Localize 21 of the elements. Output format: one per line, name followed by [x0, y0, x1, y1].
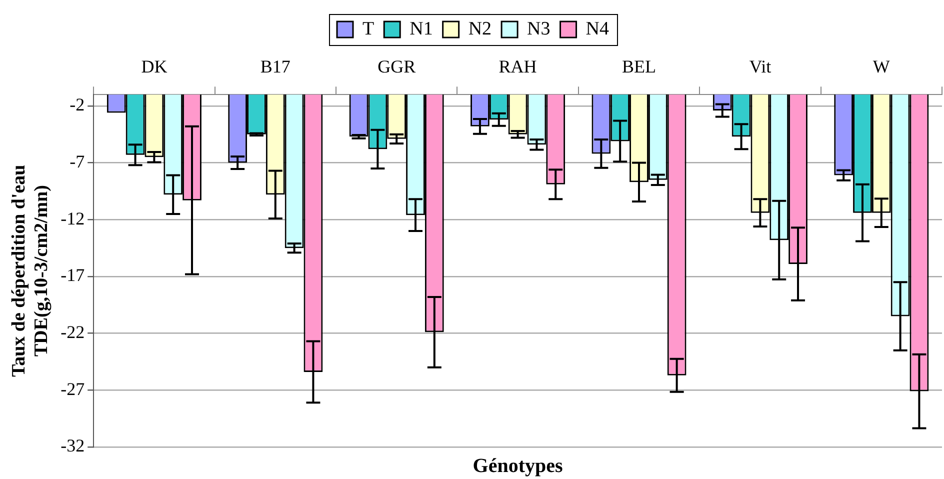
legend-label: N3: [527, 18, 550, 40]
legend-label: N1: [410, 18, 433, 40]
y-tick-label: -32: [60, 436, 85, 456]
legend-label: T: [362, 18, 375, 40]
x-axis-title: Génotypes: [472, 455, 564, 478]
y-tick-label: -2: [70, 94, 85, 115]
legend-label: N2: [468, 18, 492, 40]
y-tick-label: -22: [60, 322, 85, 342]
y-tick-label: -27: [60, 378, 85, 399]
y-axis-title: Taux de déperdition d'eau TDE(g,10-3/cm2/mn): [8, 164, 52, 377]
x-tick-label: BEL: [622, 56, 656, 77]
x-tick-label: DK: [141, 56, 168, 77]
y-tick-label: -12: [60, 208, 85, 228]
x-tick-label: W: [872, 56, 890, 77]
x-tick-label: B17: [260, 56, 290, 77]
y-tick-label: -17: [60, 265, 85, 286]
legend-label: N4: [586, 18, 610, 40]
x-tick-label: GGR: [378, 56, 416, 77]
x-tick-label: RAH: [498, 56, 537, 77]
y-tick-label: -7: [70, 152, 85, 172]
x-tick-label: Vit: [749, 56, 772, 77]
